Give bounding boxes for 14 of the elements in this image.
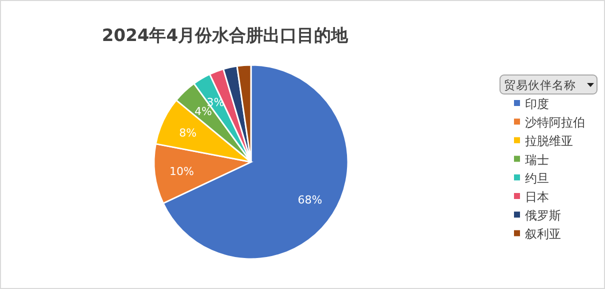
data-label: 4% [194, 105, 212, 118]
legend-label: 印度 [525, 97, 549, 111]
data-label: 8% [179, 126, 197, 140]
data-label: 10% [169, 164, 194, 178]
legend-title: 贸易伙伴名称 [504, 78, 576, 92]
chart-title: 2024年4月份水合肼出口目的地 [102, 26, 350, 46]
legend-label: 日本 [525, 190, 549, 204]
legend-label: 瑞士 [525, 152, 549, 167]
data-label: 68% [298, 193, 322, 206]
legend-label: 沙特阿拉伯 [525, 116, 585, 130]
legend-label: 约旦 [525, 171, 549, 186]
legend-label: 叙利亚 [525, 227, 561, 242]
legend-label: 拉脱维亚 [525, 134, 573, 148]
legend-label: 俄罗斯 [525, 208, 561, 223]
